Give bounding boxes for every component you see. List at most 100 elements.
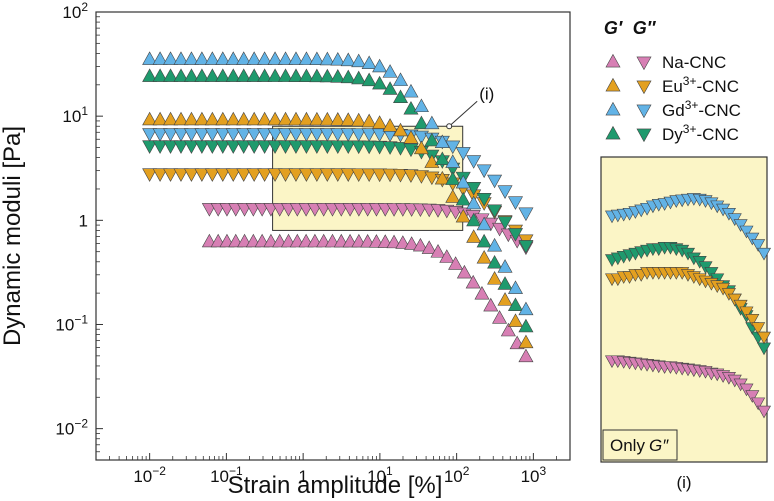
x-tick-label: 101	[367, 464, 393, 486]
y-tick-label: 1	[79, 211, 88, 230]
gd-gprime-point	[288, 51, 304, 65]
gd-gprime-point	[466, 195, 482, 210]
dy-gdoubleprime-point	[518, 240, 534, 254]
gd-gprime-point	[518, 301, 534, 316]
na-gprime-point	[483, 297, 499, 312]
eu-gdoubleprime-point	[424, 171, 440, 186]
eu-gprime-point	[278, 111, 294, 126]
eu-gdoubleprime-point	[319, 168, 335, 182]
eu-gprime-point	[434, 170, 450, 185]
gd-gdoubleprime-point	[152, 128, 168, 142]
gd-gprime-point	[298, 51, 314, 65]
na-gprime-point	[421, 240, 437, 254]
y-tick-label: 10−2	[55, 417, 88, 439]
gd-gdoubleprime-point	[288, 128, 304, 142]
na-gprime-point	[492, 310, 508, 324]
eu-gprime-point	[351, 112, 367, 127]
main-data-marks	[142, 51, 534, 363]
eu-gdoubleprime-point	[403, 169, 419, 183]
gd-gprime-point	[142, 51, 158, 65]
na-gprime-point	[412, 237, 428, 252]
gd-gprime-point	[434, 134, 450, 148]
dy-gprime-point	[215, 68, 231, 82]
gd-gprime-point	[152, 51, 168, 65]
na-gprime-point	[518, 348, 534, 363]
legend-gdoubleprime-marker	[636, 104, 652, 119]
inset-na-gdoubleprime-point	[756, 405, 772, 419]
eu-gprime-point	[330, 112, 346, 126]
legend-gprime-marker	[605, 77, 621, 92]
inset-na-gdoubleprime-point	[751, 397, 766, 411]
inset-gd-gdoubleprime-point	[733, 219, 748, 232]
dy-gprime-point	[173, 68, 189, 82]
gd-gdoubleprime-point	[298, 128, 314, 142]
dy-gprime-point	[267, 68, 283, 82]
eu-gprime-point	[340, 112, 356, 126]
gd-gdoubleprime-point	[236, 128, 252, 142]
inset-dy-gdoubleprime-point	[704, 267, 719, 280]
gd-gprime-point	[236, 51, 252, 65]
dy-gprime-point	[163, 68, 179, 82]
na-gprime-point	[439, 249, 455, 263]
gd-gprime-point	[393, 72, 409, 86]
legend-label: Dy3+-CNC	[662, 122, 739, 144]
dy-gprime-point	[476, 233, 492, 248]
gd-gprime-point	[246, 51, 262, 65]
x-tick-label: 10−2	[133, 464, 166, 486]
eu-gdoubleprime-point	[236, 168, 252, 182]
legend-header-gprime: G′	[604, 18, 623, 38]
gd-gprime-point	[194, 51, 210, 65]
gd-gdoubleprime-point	[487, 174, 503, 189]
eu-gprime-point	[215, 111, 231, 126]
gd-gprime-point	[215, 51, 231, 65]
dy-gdoubleprime-point	[487, 204, 503, 219]
eu-gprime-point	[445, 189, 461, 203]
gd-gprime-point	[361, 55, 377, 70]
eu-gdoubleprime-point	[288, 168, 304, 182]
inset-data-marks	[604, 193, 772, 419]
eu-gprime-point	[257, 111, 273, 126]
eu-gprime-point	[413, 140, 429, 155]
dy-gprime-point	[246, 68, 262, 82]
gd-gprime-point	[507, 280, 524, 294]
inset-eu-gdoubleprime-point	[733, 299, 748, 313]
dy-gprime-point	[288, 68, 304, 82]
x-tick-label: 103	[521, 464, 547, 486]
eu-gprime-point	[225, 111, 241, 126]
inset-eu-gdoubleprime-point	[745, 314, 760, 327]
na-gprime-point	[465, 274, 481, 289]
main-plot: 10−2 10−1 1 101 102 103 10−2 10−1 1 101 102 Strai…	[0, 0, 571, 499]
gd-gprime-point	[372, 58, 388, 73]
gd-gprime-point	[183, 51, 199, 65]
eu-gprime-point	[236, 111, 252, 126]
gd-gdoubleprime-point	[309, 128, 325, 142]
eu-gprime-point	[382, 118, 398, 132]
eu-gprime-point	[204, 111, 220, 126]
y-axis-ticks: 10−2 10−1 1 101 102	[55, 0, 103, 453]
dy-gdoubleprime-point	[466, 182, 482, 196]
gd-gprime-point	[204, 51, 220, 65]
gd-gprime-point	[497, 259, 513, 273]
gd-gprime-point	[413, 98, 429, 113]
inset-gd-gdoubleprime-point	[745, 232, 760, 246]
inset-note-variable: G″	[649, 436, 669, 455]
na-gprime-point	[456, 264, 472, 279]
eu-gprime-point	[173, 111, 189, 126]
eu-gprime-point	[298, 111, 314, 126]
eu-gdoubleprime-point	[225, 168, 241, 182]
gd-gprime-point	[225, 51, 241, 65]
na-gprime-point	[474, 285, 490, 300]
y-tick-label: 102	[62, 0, 88, 22]
dy-gprime-point	[309, 68, 325, 83]
eu-gdoubleprime-point	[382, 168, 398, 183]
eu-gprime-point	[361, 113, 377, 128]
eu-gprime-point	[194, 111, 210, 126]
dy-gprime-point	[434, 151, 450, 166]
gd-gdoubleprime-point	[194, 128, 210, 142]
dy-gprime-point	[413, 115, 429, 130]
gd-gdoubleprime-point	[476, 164, 492, 179]
eu-gprime-point	[372, 115, 388, 129]
na-gprime-point	[404, 236, 420, 250]
dy-gprime-point	[298, 68, 314, 83]
